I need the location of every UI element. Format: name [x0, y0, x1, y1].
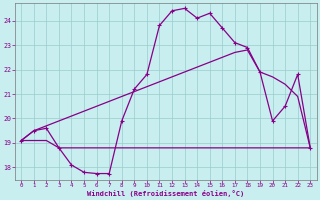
- X-axis label: Windchill (Refroidissement éolien,°C): Windchill (Refroidissement éolien,°C): [87, 190, 244, 197]
